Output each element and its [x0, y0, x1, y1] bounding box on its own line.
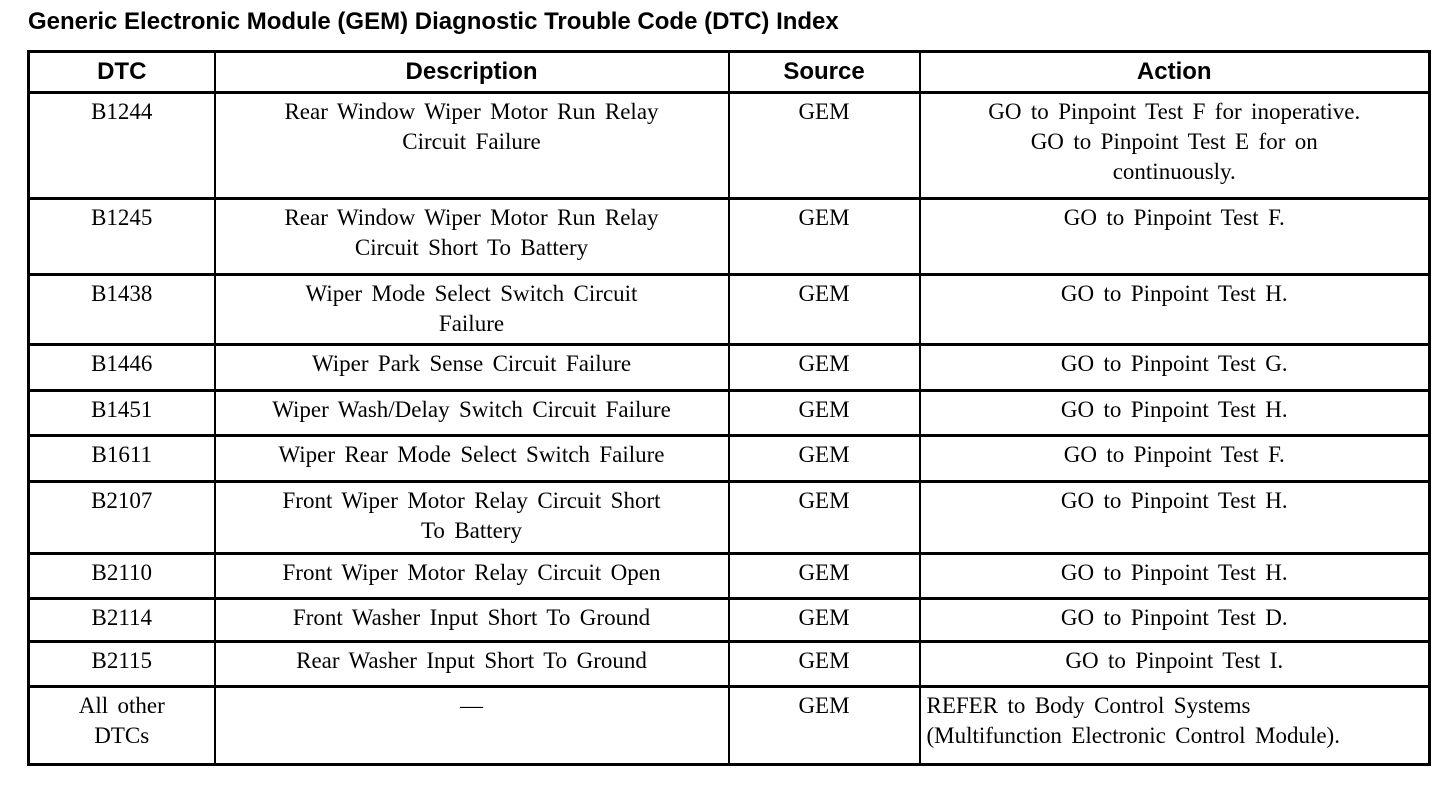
description-cell: Rear Washer Input Short To Ground: [213, 640, 730, 688]
table-header-row: DTC Description Source Action: [27, 50, 1431, 94]
dtc-cell: B1446: [27, 343, 216, 392]
source-cell: GEM: [727, 91, 921, 200]
column-header-description: Description: [213, 50, 730, 94]
description-cell: Front Washer Input Short To Ground: [213, 597, 730, 643]
source-cell: GEM: [727, 389, 921, 437]
action-cell: GO to Pinpoint Test F.: [918, 434, 1431, 483]
table-row: B2114 Front Washer Input Short To Ground G…: [27, 597, 1431, 643]
dtc-cell: B2115: [27, 640, 216, 688]
dtc-cell: B1451: [27, 389, 216, 437]
action-cell: GO to Pinpoint Test D.: [918, 597, 1431, 643]
table-body: B1244 Rear Window Wiper Motor Run Relay C…: [27, 91, 1431, 766]
table-row: B1451 Wiper Wash/Delay Switch Circuit Fai…: [27, 389, 1431, 437]
dtc-cell: B1244: [27, 91, 216, 200]
dtc-cell: B2107: [27, 480, 216, 555]
source-cell: GEM: [727, 343, 921, 392]
dtc-cell: B1245: [27, 197, 216, 276]
table-row: B1245 Rear Window Wiper Motor Run Relay C…: [27, 197, 1431, 276]
description-cell: Rear Window Wiper Motor Run Relay Circui…: [213, 197, 730, 276]
column-header-dtc: DTC: [27, 50, 216, 94]
description-cell: Wiper Mode Select Switch Circuit Failure: [213, 273, 730, 346]
description-cell: Front Wiper Motor Relay Circuit Open: [213, 552, 730, 600]
column-header-source: Source: [727, 50, 921, 94]
source-cell: GEM: [727, 685, 921, 766]
dtc-cell: All other DTCs: [27, 685, 216, 766]
table-row: B1244 Rear Window Wiper Motor Run Relay C…: [27, 91, 1431, 200]
source-cell: GEM: [727, 552, 921, 600]
description-cell: —: [213, 685, 730, 766]
dtc-cell: B1611: [27, 434, 216, 483]
action-cell: GO to Pinpoint Test F.: [918, 197, 1431, 276]
action-cell: GO to Pinpoint Test H.: [918, 273, 1431, 346]
source-cell: GEM: [727, 597, 921, 643]
action-cell: GO to Pinpoint Test G.: [918, 343, 1431, 392]
table-row: B2110 Front Wiper Motor Relay Circuit Ope…: [27, 552, 1431, 600]
dtc-cell: B2114: [27, 597, 216, 643]
dtc-cell: B1438: [27, 273, 216, 346]
action-cell: GO to Pinpoint Test F for inoperative. G…: [918, 91, 1431, 200]
column-header-action: Action: [918, 50, 1431, 94]
source-cell: GEM: [727, 273, 921, 346]
description-cell: Front Wiper Motor Relay Circuit Short To…: [213, 480, 730, 555]
action-cell: GO to Pinpoint Test H.: [918, 389, 1431, 437]
action-cell: GO to Pinpoint Test H.: [918, 480, 1431, 555]
table-row: B1446 Wiper Park Sense Circuit Failure GEM…: [27, 343, 1431, 392]
table-row: B1611 Wiper Rear Mode Select Switch Failu…: [27, 434, 1431, 483]
description-cell: Wiper Park Sense Circuit Failure: [213, 343, 730, 392]
table-row: B2115 Rear Washer Input Short To Ground GE…: [27, 640, 1431, 688]
description-cell: Rear Window Wiper Motor Run Relay Circui…: [213, 91, 730, 200]
source-cell: GEM: [727, 434, 921, 483]
dtc-cell: B2110: [27, 552, 216, 600]
action-cell: GO to Pinpoint Test H.: [918, 552, 1431, 600]
source-cell: GEM: [727, 480, 921, 555]
table-row: B1438 Wiper Mode Select Switch Circuit Fa…: [27, 273, 1431, 346]
action-cell: GO to Pinpoint Test I.: [918, 640, 1431, 688]
action-cell: REFER to Body Control Systems (Multifunc…: [918, 685, 1431, 766]
description-cell: Wiper Wash/Delay Switch Circuit Failure: [213, 389, 730, 437]
description-cell: Wiper Rear Mode Select Switch Failure: [213, 434, 730, 483]
page-title: Generic Electronic Module (GEM) Diagnost…: [28, 8, 839, 35]
document-page: Generic Electronic Module (GEM) Diagnost…: [27, 8, 1431, 766]
source-cell: GEM: [727, 640, 921, 688]
table-row: B2107 Front Wiper Motor Relay Circuit Sho…: [27, 480, 1431, 555]
dtc-index-table: DTC Description Source Action B1244 Rear …: [27, 50, 1431, 766]
source-cell: GEM: [727, 197, 921, 276]
table-row: All other DTCs — GEM REFER to Body Control …: [27, 685, 1431, 766]
